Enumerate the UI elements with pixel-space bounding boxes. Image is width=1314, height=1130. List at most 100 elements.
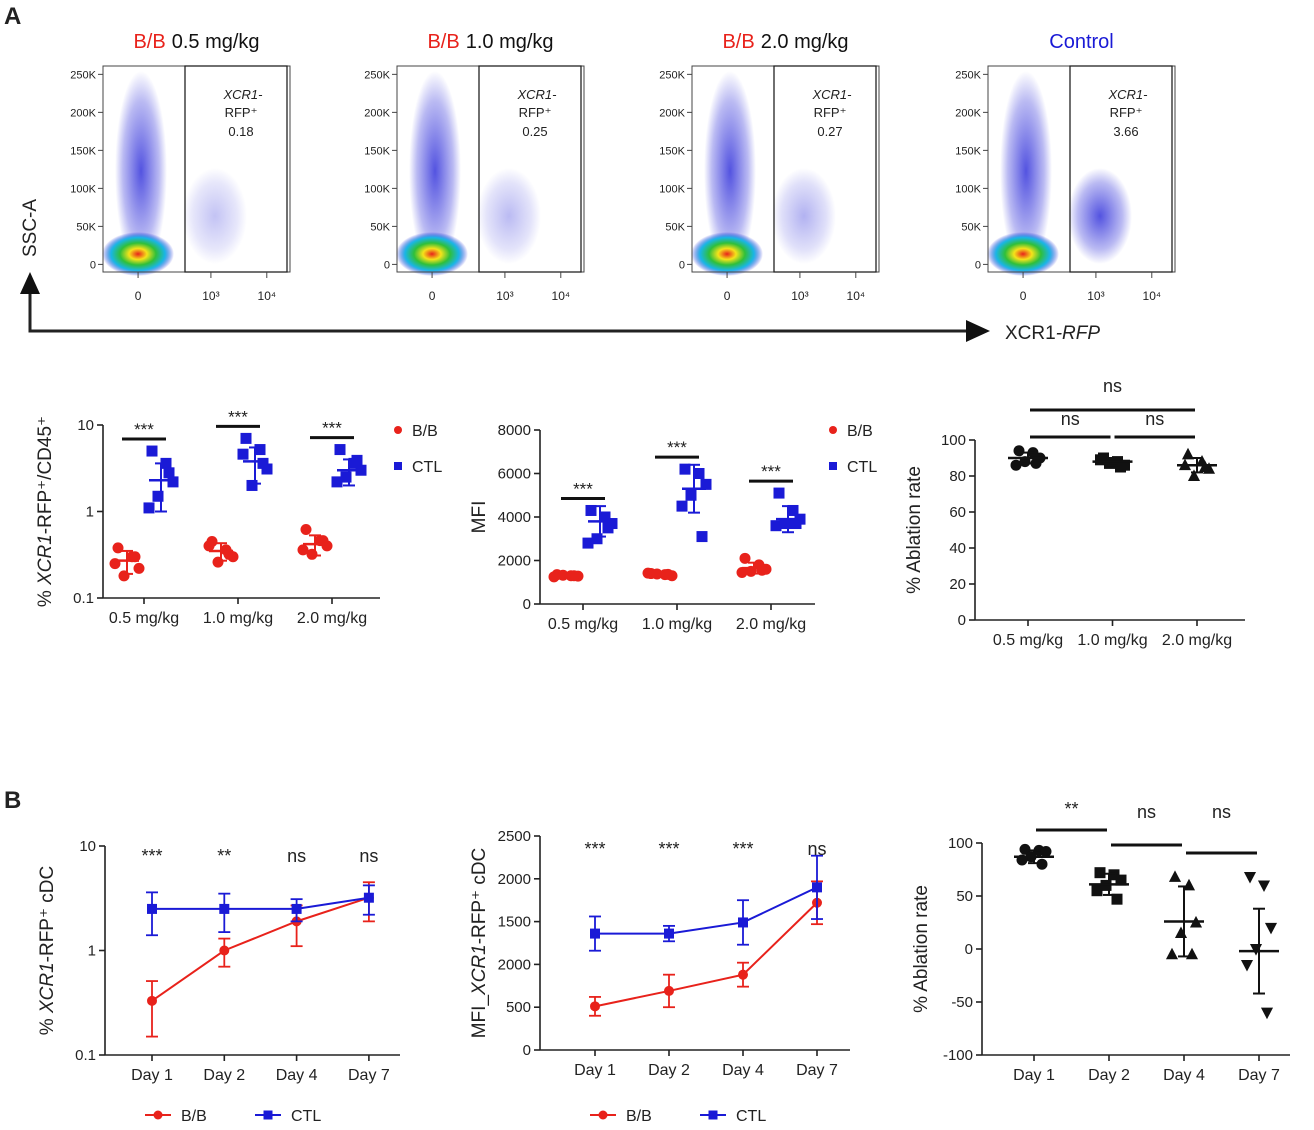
y-axis-label: % Ablation rate <box>911 885 932 1013</box>
density-core <box>987 232 1059 276</box>
marker <box>1095 454 1106 466</box>
series-line <box>595 886 818 935</box>
y-tick-label: 0 <box>965 941 973 958</box>
marker <box>240 432 252 444</box>
marker <box>1091 885 1103 897</box>
y-tick-label: 50K <box>961 221 981 233</box>
y-tick-label: 6000 <box>498 466 531 483</box>
marker <box>664 985 674 996</box>
density-cloud <box>115 71 167 271</box>
label-part: -RFP⁺ cDC <box>37 866 58 963</box>
marker <box>679 463 691 475</box>
density-cloud <box>409 71 461 271</box>
marker <box>598 1110 608 1120</box>
marker <box>143 502 155 514</box>
marker <box>1019 843 1031 855</box>
marker <box>812 882 822 893</box>
x-tick-label: 0 <box>135 289 142 303</box>
y-tick-label: 200K <box>364 107 390 119</box>
y-tick-label: 0 <box>523 596 531 613</box>
gate-value: 0.25 <box>522 124 547 139</box>
marker <box>585 504 597 516</box>
marker <box>739 552 751 564</box>
y-tick-label: 50K <box>370 221 390 233</box>
y-tick-label: 100K <box>70 183 96 195</box>
marker <box>334 444 346 456</box>
x-tick-label: 0 <box>1020 289 1027 303</box>
y-tick-label: -100 <box>943 1047 973 1064</box>
y-tick-label: 50K <box>76 221 96 233</box>
marker <box>696 531 708 543</box>
marker <box>340 471 352 483</box>
x-tick-label: Day 4 <box>722 1062 764 1079</box>
x-tick-label: Day 7 <box>348 1067 390 1084</box>
y-tick-label: 2000 <box>498 871 531 888</box>
x-tick-label: Day 2 <box>1088 1067 1130 1084</box>
title-part: B/B <box>133 31 165 53</box>
marker <box>133 562 145 574</box>
y-axis-label: % XCR1-RFP⁺ cDC <box>37 866 58 1035</box>
marker <box>1168 870 1182 882</box>
x-tick-label: 1.0 mg/kg <box>203 610 273 627</box>
marker <box>146 445 158 457</box>
x-axis-label: XCR1-RFP <box>1005 323 1100 344</box>
x-tick-label: 10⁴ <box>552 289 571 303</box>
legend-label: B/B <box>412 423 438 440</box>
y-tick-label: 100 <box>948 835 973 852</box>
gate <box>773 65 877 273</box>
marker <box>738 969 748 980</box>
title-part: 0.5 mg/kg <box>172 31 260 53</box>
sig-label: ns <box>1145 409 1164 429</box>
y-axis-label: MFI_XCR1-RFP⁺ cDC <box>469 848 490 1039</box>
y-tick-label: 8000 <box>498 422 531 439</box>
gate-label: XCR1- <box>222 87 263 102</box>
y-tick-label: 200K <box>659 107 685 119</box>
marker <box>773 487 785 499</box>
marker <box>1104 457 1115 469</box>
density-cloud <box>477 168 541 264</box>
marker <box>602 522 614 534</box>
marker <box>1010 459 1022 471</box>
marker <box>1165 947 1179 960</box>
marker <box>1182 878 1196 891</box>
y-tick-label: 0 <box>90 259 96 271</box>
x-tick-label: 10³ <box>496 289 513 303</box>
marker <box>237 448 249 460</box>
marker <box>1174 926 1188 939</box>
density-core <box>691 232 763 276</box>
label-part: -RFP⁺/CD45⁺ <box>35 416 56 534</box>
x-tick-label: Day 7 <box>796 1062 838 1079</box>
y-tick-label: 10 <box>79 838 96 855</box>
marker <box>738 917 748 928</box>
marker <box>1108 869 1120 881</box>
y-tick-label: 100K <box>364 183 390 195</box>
y-tick-label: 1 <box>88 943 96 960</box>
title-part: B/B <box>427 31 459 53</box>
y-tick-label: 250K <box>364 69 390 81</box>
y-tick-label: 0.1 <box>73 590 94 607</box>
marker <box>112 542 124 554</box>
sig-label: ns <box>1061 409 1080 429</box>
plot-title: B/B 1.0 mg/kg <box>427 31 553 53</box>
x-tick-label: 10³ <box>202 289 219 303</box>
legend-label: CTL <box>847 459 877 476</box>
marker <box>1243 871 1257 884</box>
y-axis-label: SSC-A <box>20 199 41 257</box>
x-tick-label: 1.0 mg/kg <box>642 616 712 633</box>
y-tick-label: 2000 <box>498 553 531 570</box>
sig-label: ** <box>1064 799 1078 819</box>
y-tick-label: 200K <box>70 107 96 119</box>
marker <box>261 463 273 475</box>
title-part: 1.0 mg/kg <box>466 31 554 53</box>
marker <box>591 533 603 545</box>
y-tick-label: 250K <box>955 69 981 81</box>
panel-label: B <box>4 787 21 814</box>
marker <box>1185 947 1199 960</box>
x-tick-label: 0.5 mg/kg <box>548 616 618 633</box>
marker <box>829 462 837 470</box>
marker <box>790 518 802 530</box>
marker <box>1036 858 1048 870</box>
marker <box>263 1110 273 1120</box>
marker <box>363 892 374 903</box>
